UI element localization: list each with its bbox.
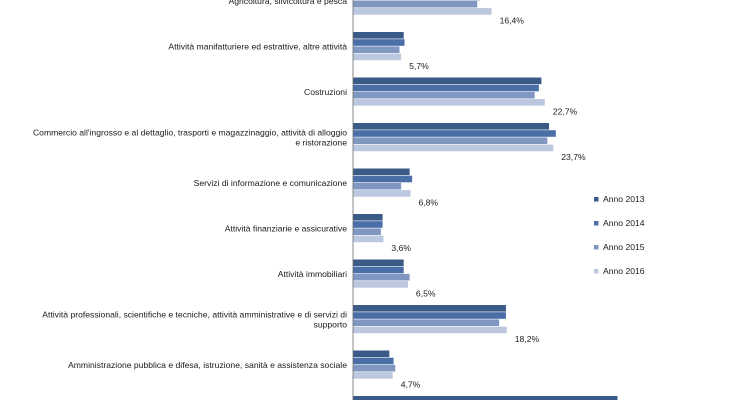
category-label: Commercio all'ingrosso e al dettaglio, t… bbox=[33, 127, 347, 137]
bar-anno-2013 bbox=[353, 77, 542, 85]
bar-anno-2013 bbox=[353, 168, 410, 176]
data-label: 23,7% bbox=[561, 152, 586, 162]
bar-anno-2015 bbox=[353, 182, 402, 190]
category-label: Agricoltura, silvicoltura e pesca bbox=[229, 0, 348, 6]
bar-anno-2015 bbox=[353, 228, 381, 235]
category-label: Attività immobiliari bbox=[278, 269, 347, 279]
bar-anno-2013 bbox=[353, 396, 618, 400]
data-label: 5,7% bbox=[409, 61, 429, 71]
category-labels: Agricoltura, silvicoltura e pesca Attivit… bbox=[33, 0, 348, 370]
legend-item: Anno 2014 bbox=[603, 218, 645, 228]
legend: Anno 2013 Anno 2014 Anno 2015 Anno 2016 bbox=[594, 194, 645, 276]
bar-anno-2016 bbox=[353, 326, 507, 334]
bar-anno-2016 bbox=[353, 53, 402, 61]
bar-anno-2013 bbox=[353, 32, 404, 39]
data-label: 6,8% bbox=[418, 197, 438, 207]
category-label: Costruzioni bbox=[304, 87, 347, 97]
bar-anno-2013 bbox=[353, 305, 506, 312]
legend-item: Anno 2015 bbox=[603, 242, 645, 252]
bar-anno-2014 bbox=[353, 357, 394, 365]
bar-anno-2014 bbox=[353, 39, 405, 46]
bar-anno-2015 bbox=[353, 273, 410, 281]
bar-anno-2016 bbox=[353, 99, 545, 106]
category-label: Attività manifatturiere ed estrattive, a… bbox=[168, 41, 347, 51]
data-label: 4,7% bbox=[401, 379, 421, 389]
category-label: supporto bbox=[314, 319, 348, 329]
bar-anno-2016 bbox=[353, 235, 384, 243]
data-label: 18,2% bbox=[515, 334, 540, 344]
bar-anno-2016 bbox=[353, 144, 554, 152]
legend-swatch bbox=[594, 269, 599, 274]
bar-anno-2015 bbox=[353, 46, 400, 53]
data-label: 3,6% bbox=[391, 243, 411, 253]
category-label: Attività finanziarie e assicurative bbox=[225, 223, 347, 233]
legend-item: Anno 2013 bbox=[603, 194, 645, 204]
bar-anno-2013 bbox=[353, 350, 390, 358]
legend-swatch bbox=[594, 245, 599, 250]
data-label: 6,5% bbox=[416, 288, 436, 298]
bar-anno-2014 bbox=[353, 221, 383, 228]
bar-anno-2016 bbox=[353, 372, 393, 379]
data-label: 16,4% bbox=[500, 15, 525, 25]
category-label: Amministrazione pubblica e difesa, istru… bbox=[68, 360, 347, 370]
data-labels: 16,4% 5,7% 22,7% 23,7% 6,8% 3,6% 6,5% 18,2% 4,7% bbox=[391, 15, 586, 389]
bar-anno-2014 bbox=[353, 266, 404, 274]
bar-anno-2014 bbox=[353, 312, 506, 319]
bar-anno-2015 bbox=[353, 0, 478, 8]
bar-anno-2013 bbox=[353, 259, 404, 267]
bar-anno-2014 bbox=[353, 175, 413, 183]
bar-anno-2015 bbox=[353, 364, 396, 372]
category-label: Servizi di informazione e comunicazione bbox=[194, 178, 348, 188]
category-label: Attività professionali, scientifiche e t… bbox=[42, 309, 347, 319]
bar-anno-2015 bbox=[353, 319, 500, 326]
data-label: 22,7% bbox=[553, 106, 578, 116]
bar-anno-2015 bbox=[353, 91, 535, 99]
legend-swatch bbox=[594, 197, 599, 202]
bar-anno-2016 bbox=[353, 190, 411, 197]
bar-anno-2014 bbox=[353, 84, 539, 92]
bar-anno-2013 bbox=[353, 123, 550, 130]
bars bbox=[353, 0, 618, 400]
category-label: e ristorazione bbox=[295, 137, 347, 147]
bar-anno-2013 bbox=[353, 214, 383, 221]
bar-anno-2015 bbox=[353, 137, 548, 144]
bar-anno-2016 bbox=[353, 8, 492, 15]
legend-swatch bbox=[594, 221, 599, 226]
bar-anno-2014 bbox=[353, 130, 556, 137]
bar-anno-2016 bbox=[353, 281, 408, 288]
legend-item: Anno 2016 bbox=[603, 266, 645, 276]
